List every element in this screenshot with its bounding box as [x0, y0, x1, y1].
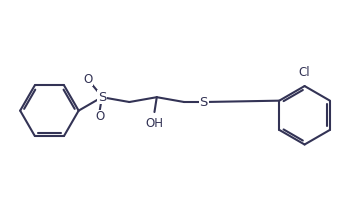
Text: O: O — [95, 110, 104, 123]
Text: S: S — [98, 91, 106, 104]
Text: Cl: Cl — [299, 66, 310, 79]
Text: OH: OH — [145, 117, 164, 130]
Text: S: S — [200, 96, 208, 109]
Text: O: O — [84, 73, 93, 86]
